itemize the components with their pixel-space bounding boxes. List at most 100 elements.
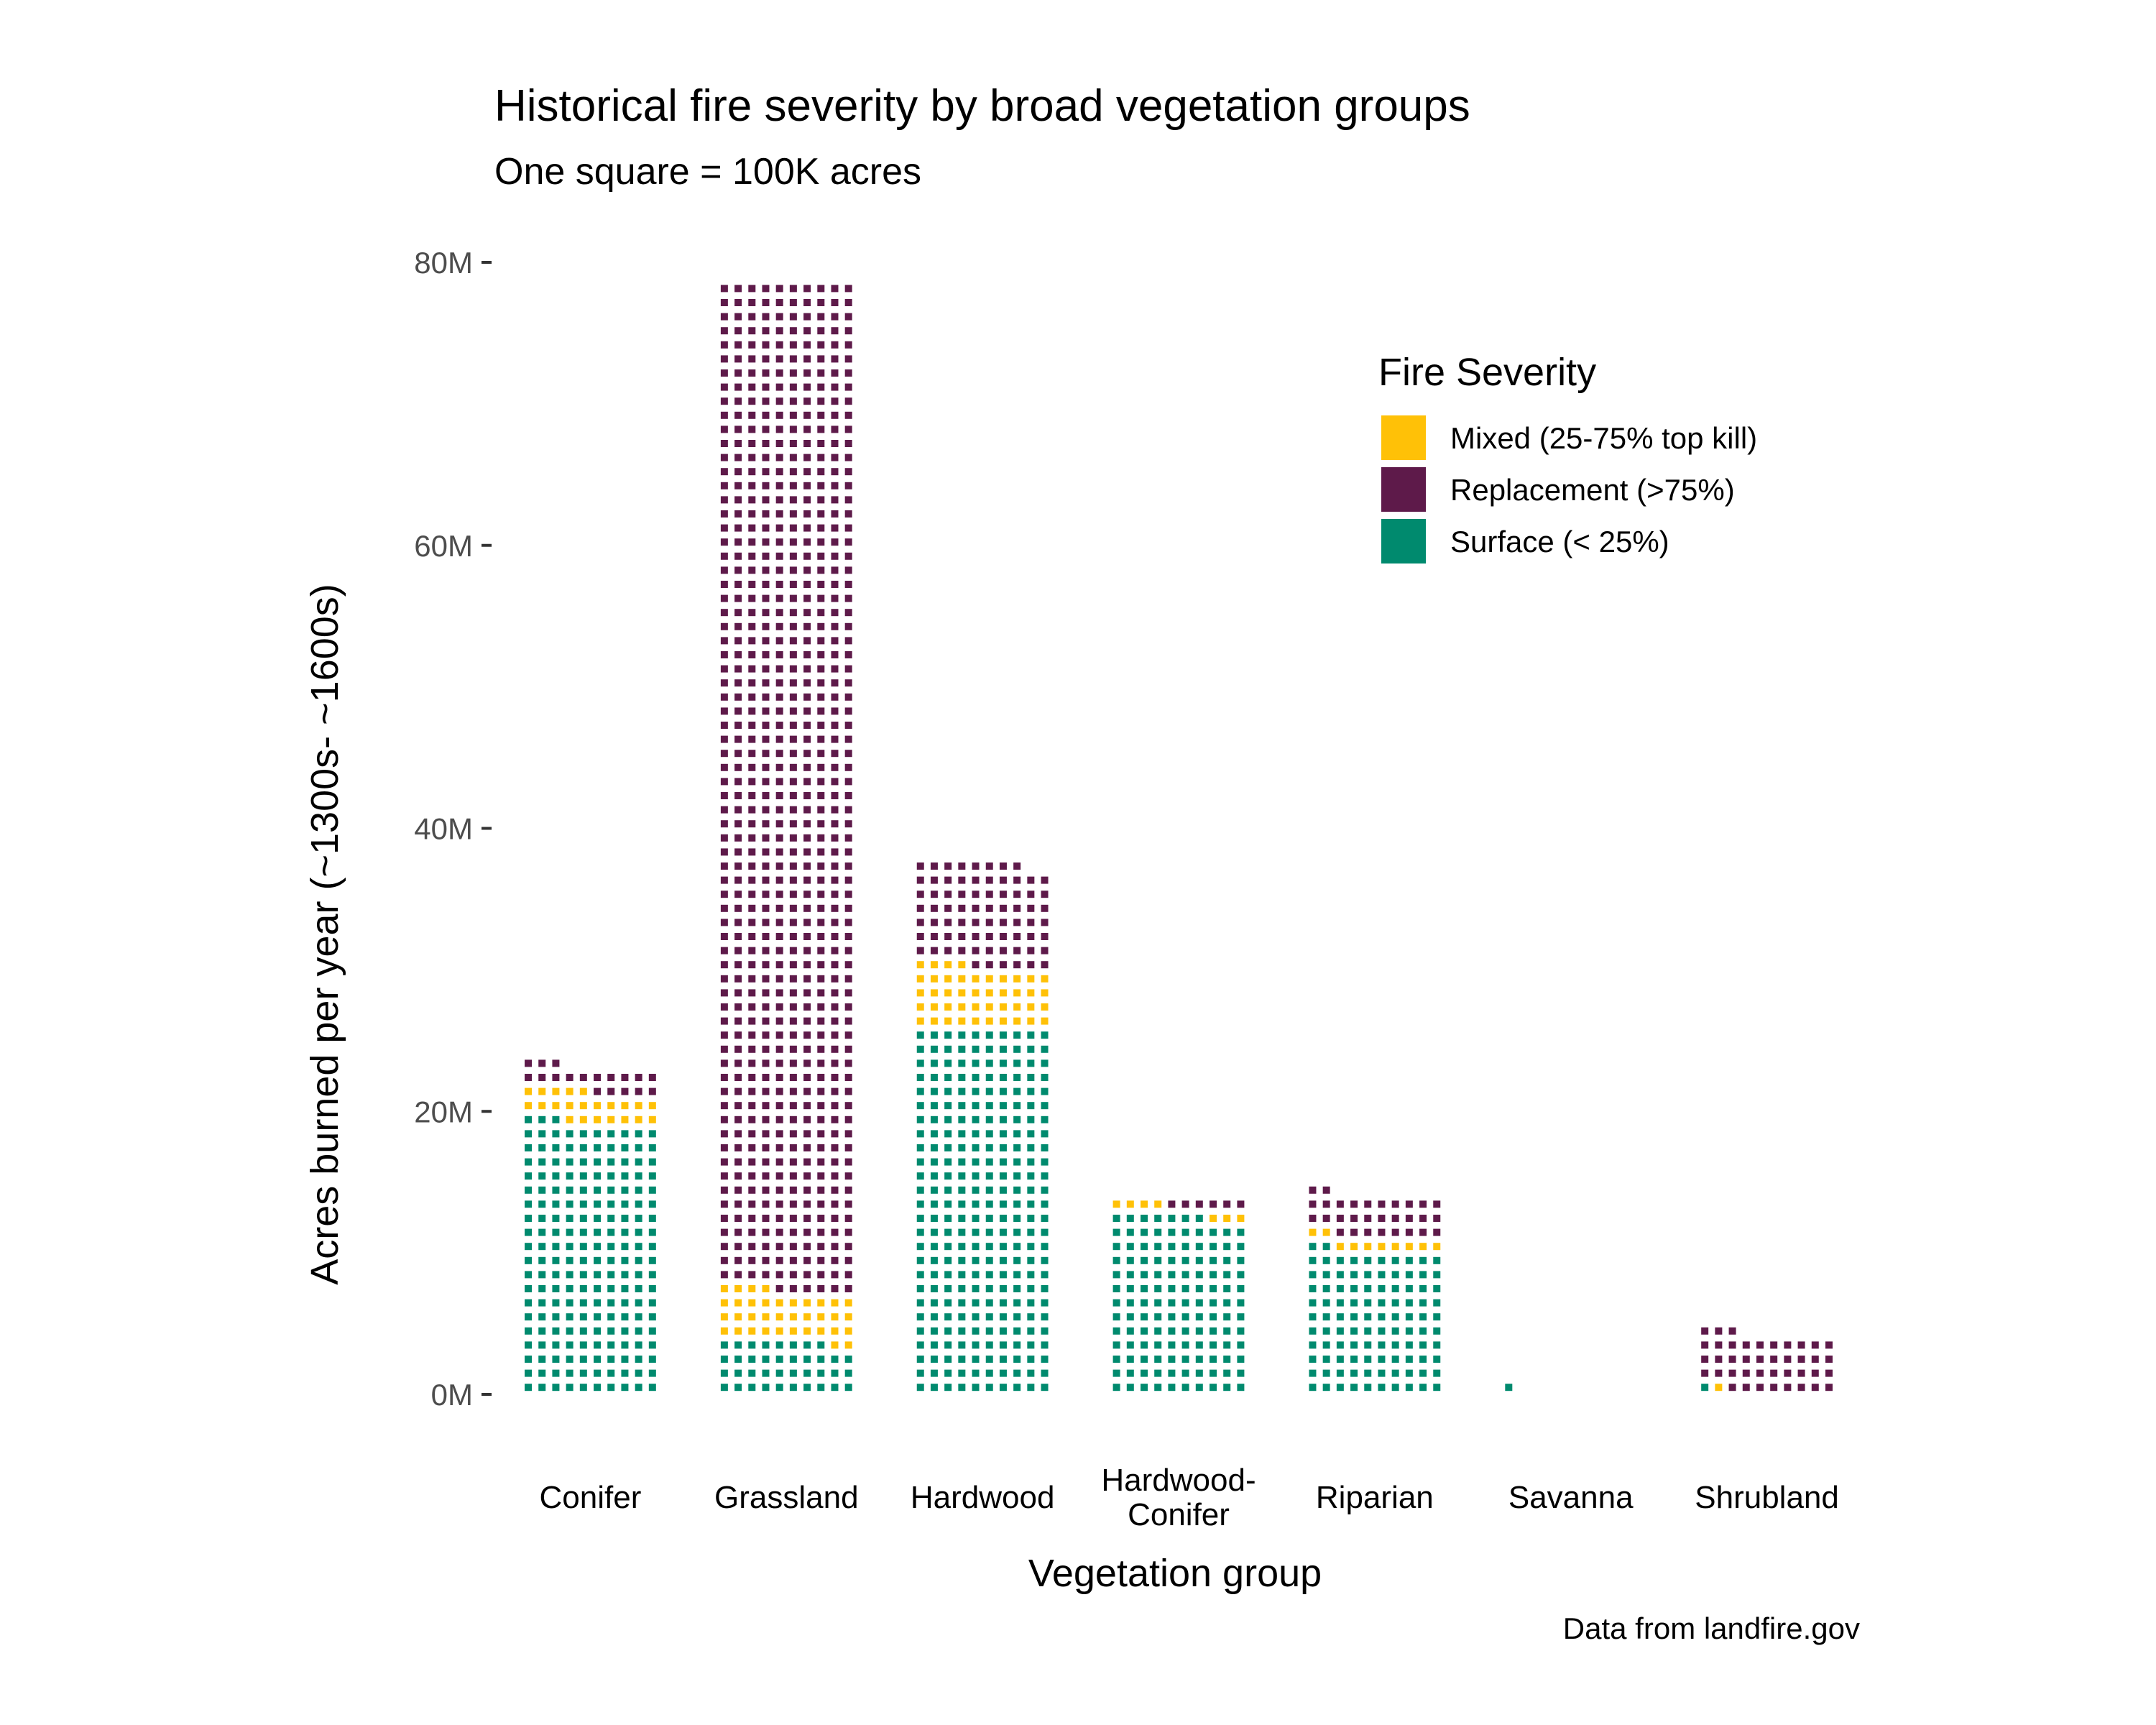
- waffle-square-replacement: [817, 1144, 825, 1151]
- waffle-square-replacement: [762, 862, 770, 870]
- x-tick-label-line: Hardwood-: [1101, 1463, 1256, 1498]
- waffle-square-surface: [1027, 1299, 1035, 1307]
- waffle-square-surface: [1322, 1327, 1330, 1335]
- waffle-square-mixed: [930, 1003, 938, 1011]
- waffle-square-replacement: [720, 411, 728, 419]
- legend-items: Mixed (25-75% top kill)Replacement (>75%…: [1381, 415, 1757, 564]
- waffle-square-replacement: [803, 1285, 811, 1292]
- waffle-square-surface: [916, 1215, 924, 1222]
- waffle-square-surface: [844, 1356, 852, 1363]
- waffle-square-surface: [1027, 1144, 1035, 1151]
- waffle-square-replacement: [1756, 1369, 1764, 1377]
- waffle-square-surface: [944, 1045, 952, 1053]
- waffle-square-replacement: [789, 876, 797, 884]
- waffle-square-mixed: [748, 1299, 756, 1307]
- x-tick-label: Riparian: [1316, 1480, 1434, 1515]
- waffle-square-replacement: [844, 707, 852, 715]
- waffle-square-surface: [552, 1186, 560, 1194]
- waffle-square-replacement: [817, 327, 825, 335]
- waffle-square-surface: [817, 1384, 825, 1392]
- waffle-square-replacement: [748, 383, 756, 391]
- waffle-square-replacement: [844, 482, 852, 489]
- waffle-square-replacement: [844, 820, 852, 828]
- waffle-square-surface: [762, 1384, 770, 1392]
- waffle-square-surface: [985, 1369, 993, 1377]
- waffle-square-surface: [1013, 1341, 1021, 1349]
- waffle-square-surface: [999, 1172, 1007, 1180]
- waffle-square-surface: [1013, 1327, 1021, 1335]
- waffle-square-replacement: [748, 735, 756, 743]
- y-tick-label: 60M: [414, 529, 473, 563]
- waffle-square-replacement: [1364, 1228, 1372, 1236]
- waffle-square-replacement: [817, 933, 825, 940]
- waffle-square-replacement: [775, 707, 783, 715]
- waffle-square-mixed: [1364, 1243, 1372, 1251]
- waffle-square-surface: [985, 1256, 993, 1264]
- waffle-square-replacement: [844, 750, 852, 758]
- waffle-square-replacement: [831, 778, 839, 786]
- waffle-square-surface: [1336, 1384, 1344, 1392]
- waffle-square-mixed: [720, 1327, 728, 1335]
- waffle-square-surface: [720, 1384, 728, 1392]
- waffle-square-replacement: [1433, 1200, 1441, 1208]
- waffle-square-surface: [1027, 1158, 1035, 1166]
- waffle-square-replacement: [1350, 1215, 1358, 1222]
- waffle-square-surface: [1364, 1271, 1372, 1279]
- waffle-square-mixed: [1322, 1228, 1330, 1236]
- waffle-square-surface: [1041, 1384, 1049, 1392]
- waffle-square-surface: [734, 1369, 742, 1377]
- waffle-bar-shrubland: [1701, 1327, 1833, 1392]
- waffle-square-replacement: [748, 369, 756, 377]
- waffle-square-surface: [1013, 1369, 1021, 1377]
- waffle-square-replacement: [817, 919, 825, 926]
- waffle-square-replacement: [916, 891, 924, 898]
- waffle-square-mixed: [916, 989, 924, 997]
- waffle-square-replacement: [817, 975, 825, 983]
- waffle-square-replacement: [789, 411, 797, 419]
- waffle-square-replacement: [734, 1158, 742, 1166]
- waffle-square-replacement: [720, 820, 728, 828]
- waffle-square-replacement: [789, 806, 797, 814]
- waffle-square-surface: [1041, 1116, 1049, 1123]
- waffle-square-surface: [999, 1186, 1007, 1194]
- waffle-square-replacement: [734, 778, 742, 786]
- waffle-square-replacement: [775, 989, 783, 997]
- waffle-square-replacement: [1701, 1341, 1709, 1349]
- waffle-square-replacement: [775, 679, 783, 687]
- waffle-square-surface: [594, 1369, 602, 1377]
- waffle-square-surface: [1309, 1369, 1317, 1377]
- waffle-square-replacement: [720, 862, 728, 870]
- waffle-square-surface: [552, 1144, 560, 1151]
- waffle-square-replacement: [720, 693, 728, 701]
- waffle-square-surface: [579, 1256, 587, 1264]
- waffle-square-surface: [944, 1341, 952, 1349]
- waffle-square-surface: [985, 1313, 993, 1321]
- waffle-square-surface: [1336, 1299, 1344, 1307]
- waffle-square-surface: [999, 1130, 1007, 1138]
- waffle-square-surface: [999, 1327, 1007, 1335]
- waffle-square-replacement: [775, 947, 783, 954]
- waffle-square-replacement: [817, 735, 825, 743]
- waffle-square-replacement: [762, 778, 770, 786]
- waffle-square-surface: [635, 1243, 642, 1251]
- waffle-square-replacement: [1405, 1200, 1413, 1208]
- waffle-square-surface: [944, 1369, 952, 1377]
- waffle-square-surface: [972, 1158, 980, 1166]
- waffle-square-replacement: [762, 1116, 770, 1123]
- waffle-square-replacement: [775, 961, 783, 969]
- waffle-square-surface: [1154, 1341, 1162, 1349]
- waffle-square-replacement: [844, 538, 852, 546]
- waffle-square-replacement: [789, 594, 797, 602]
- waffle-square-surface: [621, 1256, 629, 1264]
- waffle-square-surface: [985, 1285, 993, 1292]
- waffle-square-replacement: [831, 552, 839, 560]
- waffle-square-replacement: [1013, 904, 1021, 912]
- waffle-square-replacement: [720, 1215, 728, 1222]
- waffle-square-surface: [1223, 1271, 1231, 1279]
- waffle-square-surface: [930, 1369, 938, 1377]
- waffle-square-replacement: [1811, 1384, 1819, 1392]
- waffle-square-surface: [916, 1285, 924, 1292]
- waffle-square-mixed: [748, 1285, 756, 1292]
- waffle-square-surface: [621, 1369, 629, 1377]
- waffle-square-surface: [538, 1285, 546, 1292]
